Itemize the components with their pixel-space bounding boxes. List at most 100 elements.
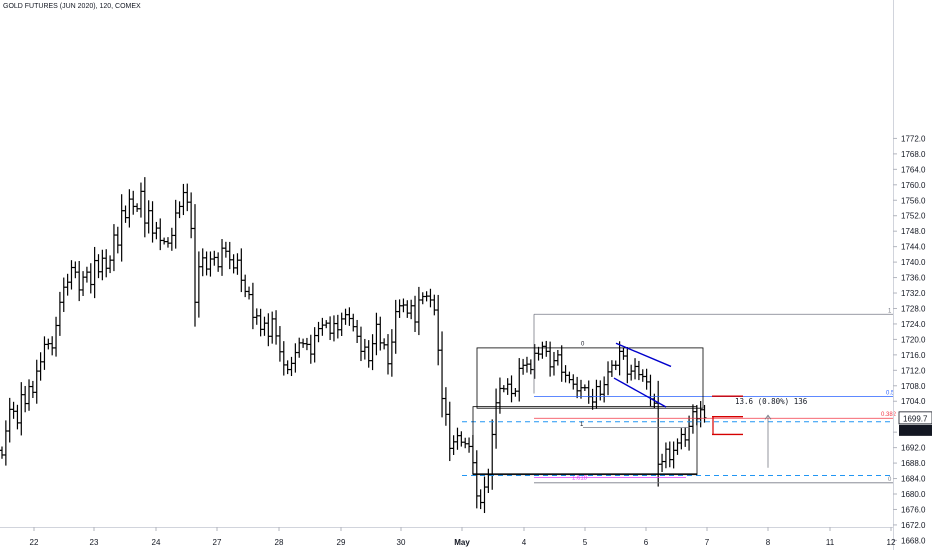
price-bar[interactable]	[30, 380, 35, 398]
price-bar[interactable]	[640, 369, 645, 382]
price-bar[interactable]	[613, 360, 618, 371]
price-bar[interactable]	[660, 453, 665, 472]
price-bar[interactable]	[69, 260, 74, 290]
price-bar[interactable]	[690, 404, 695, 434]
price-bar[interactable]	[447, 401, 452, 462]
price-bar[interactable]	[7, 397, 12, 443]
price-bar[interactable]	[567, 371, 572, 384]
price-bar[interactable]	[698, 401, 703, 428]
price-bar[interactable]	[312, 327, 317, 363]
price-bar[interactable]	[386, 334, 390, 375]
price-bar[interactable]	[355, 319, 360, 344]
price-bar[interactable]	[0, 446, 4, 459]
price-bar[interactable]	[451, 435, 456, 455]
price-bar[interactable]	[274, 310, 279, 345]
price-bar[interactable]	[258, 308, 263, 337]
price-bar[interactable]	[494, 388, 499, 449]
price-bar[interactable]	[96, 254, 101, 279]
price-bar[interactable]	[65, 273, 70, 296]
price-bar[interactable]	[270, 311, 275, 344]
price-bar[interactable]	[335, 314, 340, 339]
price-bar[interactable]	[559, 345, 564, 382]
price-bar[interactable]	[108, 255, 113, 274]
price-bar[interactable]	[11, 401, 16, 419]
price-bar[interactable]	[432, 294, 437, 316]
price-bar[interactable]	[671, 441, 676, 469]
price-bar[interactable]	[169, 227, 174, 251]
price-bar[interactable]	[505, 378, 510, 395]
price-bar[interactable]	[609, 360, 614, 377]
price-bar[interactable]	[189, 192, 194, 239]
price-bar[interactable]	[54, 316, 59, 357]
price-bar[interactable]	[633, 358, 638, 380]
price-bar[interactable]	[104, 249, 109, 278]
price-bar[interactable]	[289, 356, 294, 377]
price-bar[interactable]	[378, 316, 383, 351]
price-bar[interactable]	[331, 315, 336, 342]
price-bar[interactable]	[100, 249, 105, 281]
price-bar[interactable]	[204, 251, 209, 276]
price-bar[interactable]	[339, 312, 344, 337]
price-bar[interactable]	[413, 295, 418, 332]
price-bar[interactable]	[235, 253, 240, 275]
price-bar[interactable]	[266, 313, 271, 347]
price-bar[interactable]	[119, 194, 124, 262]
price-bar[interactable]	[648, 374, 653, 407]
price-bar[interactable]	[34, 359, 39, 404]
price-bar[interactable]	[490, 419, 495, 490]
price-bar[interactable]	[513, 388, 518, 397]
price-bar[interactable]	[617, 341, 622, 376]
price-bar[interactable]	[598, 380, 603, 401]
price-bar[interactable]	[250, 282, 255, 330]
price-bar[interactable]	[555, 349, 560, 366]
price-bar[interactable]	[316, 321, 321, 343]
price-bar[interactable]	[586, 380, 591, 404]
price-bar[interactable]	[84, 266, 89, 283]
price-bar[interactable]	[602, 376, 607, 403]
price-bar[interactable]	[524, 356, 529, 373]
price-bar[interactable]	[532, 344, 537, 379]
price-bar[interactable]	[50, 336, 55, 356]
price-bar[interactable]	[370, 334, 375, 371]
price-bar[interactable]	[474, 450, 479, 509]
price-bar[interactable]	[409, 299, 414, 320]
price-bar[interactable]	[262, 316, 267, 336]
price-bar[interactable]	[393, 299, 398, 354]
price-bar[interactable]	[193, 204, 197, 327]
price-bar[interactable]	[223, 241, 228, 258]
price-bar[interactable]	[366, 340, 371, 368]
price-bar[interactable]	[540, 341, 545, 359]
price-bar[interactable]	[111, 224, 116, 272]
price-bar[interactable]	[362, 338, 367, 360]
price-bar[interactable]	[123, 205, 128, 223]
price-bar[interactable]	[19, 382, 24, 436]
price-bar[interactable]	[420, 292, 425, 305]
price-bar[interactable]	[675, 438, 680, 455]
price-bar[interactable]	[343, 308, 348, 325]
price-bar[interactable]	[42, 336, 47, 370]
price-bar[interactable]	[625, 346, 630, 384]
price-bar[interactable]	[165, 237, 170, 248]
price-bar[interactable]	[200, 248, 205, 277]
price-bar[interactable]	[293, 343, 298, 373]
price-bar[interactable]	[277, 326, 282, 362]
price-bar[interactable]	[27, 379, 32, 411]
price-bar[interactable]	[467, 437, 472, 453]
price-bar[interactable]	[424, 291, 429, 302]
price-bar[interactable]	[216, 252, 221, 272]
price-bar[interactable]	[382, 338, 387, 350]
price-bar[interactable]	[683, 427, 688, 447]
price-bar[interactable]	[46, 338, 51, 350]
price-bar[interactable]	[579, 379, 583, 399]
price-bar[interactable]	[142, 177, 147, 238]
price-bar[interactable]	[551, 351, 556, 376]
price-bar[interactable]	[486, 468, 491, 493]
price-bar[interactable]	[231, 254, 236, 274]
price-bar[interactable]	[208, 251, 213, 277]
price-bar[interactable]	[347, 307, 352, 326]
price-bar[interactable]	[482, 476, 487, 514]
price-bar[interactable]	[77, 260, 82, 302]
price-bar[interactable]	[127, 189, 132, 228]
price-bar[interactable]	[436, 294, 441, 366]
